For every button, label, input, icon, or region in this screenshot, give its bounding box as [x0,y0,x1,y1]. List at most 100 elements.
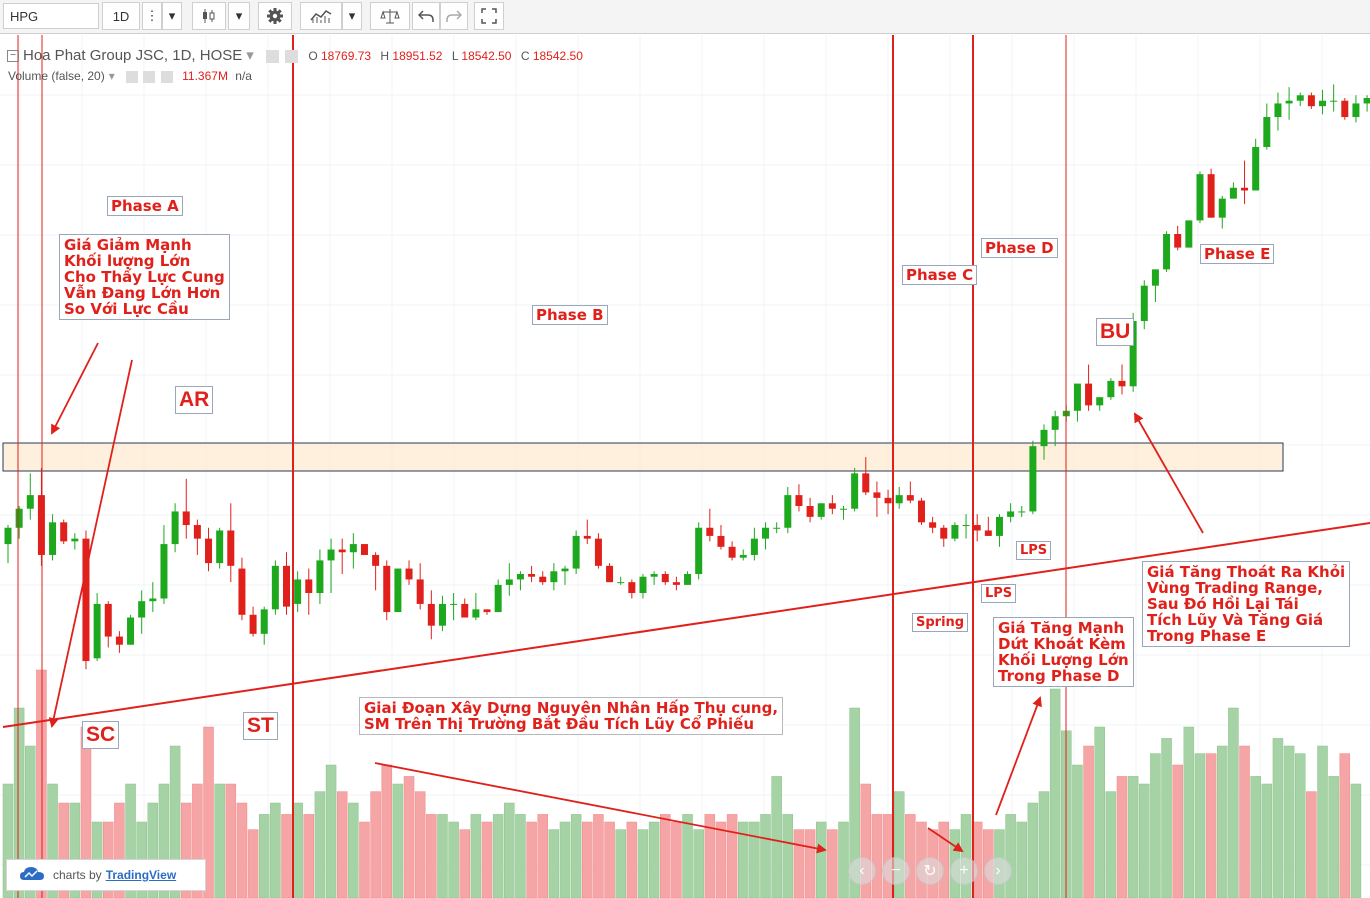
volume-bar [492,814,504,898]
tradingview-badge[interactable]: charts by TradingView [6,859,206,891]
volume-bar [1328,776,1339,898]
volume-bar [849,707,860,898]
charts-by-text: charts by [53,868,102,882]
indicators-button[interactable] [300,2,342,30]
volume-bar [693,829,704,898]
close-icon[interactable] [160,70,173,83]
candle-body [1007,511,1015,517]
candle-body [1096,397,1104,406]
candle-body [1140,285,1148,322]
volume-bar [604,821,615,898]
volume-bar [771,776,782,898]
chart-style-button[interactable] [192,2,226,30]
scroll-left-button[interactable]: ‹ [848,857,876,885]
volume-bar [69,802,81,898]
candle-body [962,525,970,527]
candle-body [1051,416,1059,430]
volume-bar [2,783,14,898]
volume-value: 11.367M [182,69,228,83]
candle-body [1363,98,1370,104]
candle-body [1085,383,1093,406]
indicators-dropdown[interactable]: ▾ [342,2,362,30]
chart-style-dropdown[interactable]: ▾ [228,2,250,30]
candle-body [806,506,814,517]
chart-toolbar: 1D ⋮ ▾ ▾ ▾ [0,0,1370,34]
chevron-down-icon[interactable]: ▾ [108,69,115,83]
volume-bar [782,814,794,898]
lps-label-1: LPS [1016,541,1052,560]
more-intervals-button[interactable]: ⋮ [142,2,162,30]
interval-button[interactable]: 1D [102,2,140,30]
eye-icon[interactable] [265,49,279,63]
candle-body [349,544,357,553]
annotation-arrow [51,342,99,435]
candle-body [271,565,279,610]
volume-bar [593,814,604,898]
volume-bar [270,802,281,898]
candle-body [828,503,836,509]
scroll-right-button[interactable]: › [984,857,1012,885]
volume-bar [336,791,348,898]
collapse-icon[interactable]: − [7,50,19,63]
volume-bar [1339,753,1351,898]
candle-body [539,576,547,583]
series-title: Hoa Phat Group JSC, 1D, HOSE [23,47,243,64]
settings-icon[interactable] [285,49,299,63]
candle-body [784,495,792,528]
undo-button[interactable] [412,2,440,30]
volume-bar [1272,738,1284,898]
chevron-down-icon: ▾ [348,8,356,23]
volume-bar [1016,821,1027,898]
candle-body [873,492,881,498]
volume-bar [905,814,916,898]
volume-ma-value: n/a [235,69,252,83]
chevron-left-icon: ‹ [859,862,865,879]
volume-bar [281,814,292,898]
candle-body [394,568,402,613]
volume-bar [1350,783,1362,898]
sc-label: SC [82,721,120,749]
volume-bar [426,814,437,898]
settings-icon[interactable] [143,70,156,83]
candle-body [138,601,146,618]
candle-body [1252,146,1260,191]
candle-body [160,544,168,599]
volume-bar [838,821,849,898]
reset-chart-button[interactable]: ↻ [916,857,944,885]
redo-button[interactable] [440,2,468,30]
candle-body [1241,187,1249,191]
chevron-down-icon[interactable]: ▾ [246,47,254,64]
volume-bars [2,669,1362,898]
candle-body [260,609,268,634]
symbol-search-input[interactable] [3,3,99,29]
settings-button[interactable] [258,2,292,30]
zoom-in-button[interactable]: + [950,857,978,885]
drawings [2,35,1370,898]
eye-icon[interactable] [126,70,139,83]
volume-bar [737,821,749,898]
volume-bar [370,791,381,898]
volume-bar [827,829,838,898]
annotation-arrow [374,762,827,854]
trading-range-zone [2,442,1284,472]
candle-body [1151,269,1159,286]
candle-body [1029,446,1037,512]
candle-body [193,525,201,539]
compare-button[interactable] [370,2,410,30]
volume-bar [214,783,225,898]
candle-body [773,527,781,529]
volume-bar [1183,726,1195,898]
volume-bar [626,821,638,898]
volume-bar [225,783,237,898]
interval-dropdown-button[interactable]: ▾ [162,2,182,30]
zoom-out-button[interactable]: − [882,857,910,885]
candle-body [216,530,224,564]
candle-body [1307,95,1315,107]
price-chart[interactable] [0,35,1370,898]
tradingview-link[interactable]: TradingView [105,868,177,882]
fullscreen-button[interactable] [474,2,504,30]
candle-body [1185,220,1193,248]
candle-body [1196,174,1204,221]
candle-body [1274,103,1282,118]
candle-body [684,574,692,585]
